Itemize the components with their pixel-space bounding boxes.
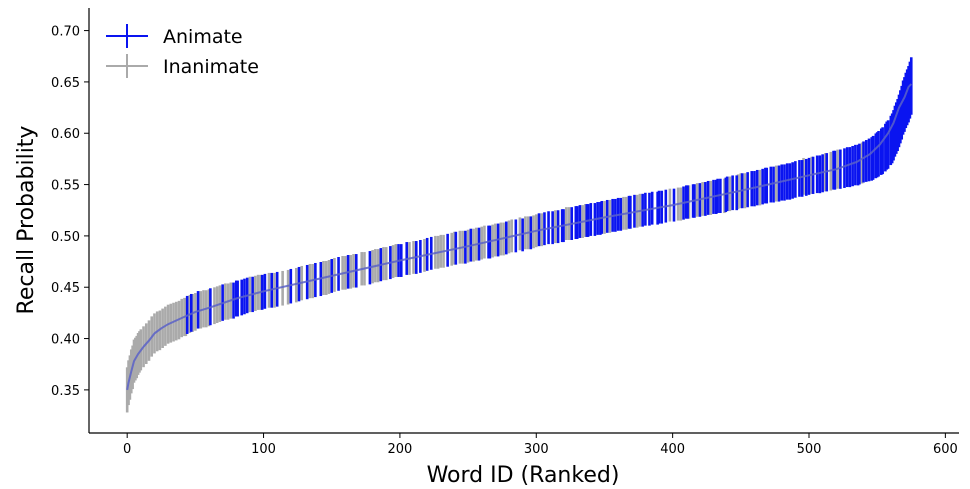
x-tick-label: 500 [797,442,822,457]
animate-legend-label: Animate [163,26,243,48]
y-tick-label: 0.70 [51,25,80,40]
x-tick-label: 100 [251,442,276,457]
x-tick-label: 0 [123,442,131,457]
y-tick-label: 0.60 [51,127,80,142]
y-tick-label: 0.45 [51,281,80,296]
legend: Animate Inanimate [106,24,259,78]
y-axis-title: Recall Probability [14,126,39,315]
y-tick-label: 0.55 [51,179,80,194]
x-axis-ticks: 0 100 200 300 400 500 600 [123,433,958,457]
x-tick-label: 400 [660,442,685,457]
y-tick-label: 0.50 [51,230,80,245]
x-tick-label: 600 [933,442,958,457]
mean-recall-line [126,83,913,391]
x-axis-title: Word ID (Ranked) [427,463,620,488]
y-tick-label: 0.35 [51,384,80,399]
axes [88,8,959,434]
y-tick-label: 0.65 [51,76,80,91]
y-tick-label: 0.40 [51,333,80,348]
x-tick-label: 200 [387,442,412,457]
inanimate-legend-label: Inanimate [163,56,259,78]
y-axis-ticks: 0.35 0.40 0.45 0.50 0.55 0.60 0.65 0.70 [51,25,89,399]
x-tick-label: 300 [524,442,549,457]
